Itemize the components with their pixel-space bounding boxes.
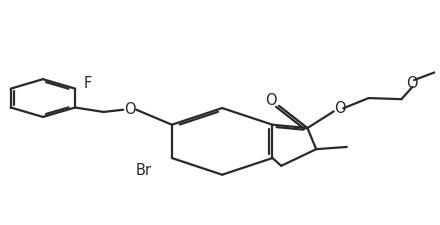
Text: Br: Br [136,163,151,178]
Text: F: F [83,76,92,90]
Text: O: O [407,76,418,91]
Text: O: O [124,102,136,117]
Text: O: O [334,101,346,116]
Text: O: O [265,93,277,108]
